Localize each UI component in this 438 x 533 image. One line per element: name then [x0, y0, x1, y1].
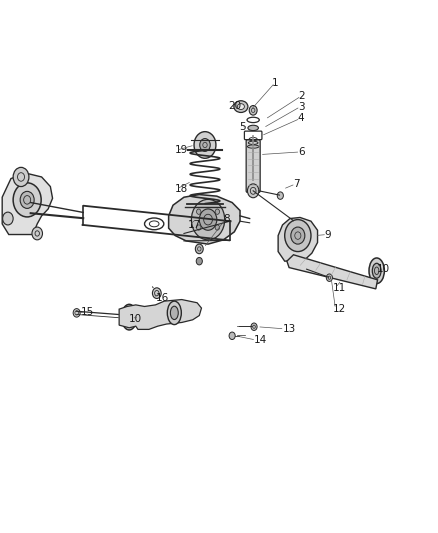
Text: 4: 4	[298, 114, 304, 123]
Circle shape	[291, 227, 305, 244]
Text: 10: 10	[377, 264, 390, 274]
Circle shape	[247, 184, 259, 198]
Text: 14: 14	[254, 335, 267, 345]
Text: 12: 12	[333, 304, 346, 314]
Text: 19: 19	[174, 146, 187, 155]
Text: 3: 3	[298, 102, 304, 111]
Circle shape	[13, 167, 29, 187]
Circle shape	[215, 225, 219, 230]
Circle shape	[249, 106, 257, 115]
Text: 2: 2	[298, 91, 304, 101]
Circle shape	[285, 220, 311, 252]
Circle shape	[191, 199, 225, 240]
Polygon shape	[287, 255, 378, 289]
Ellipse shape	[170, 306, 178, 320]
Text: 17: 17	[187, 220, 201, 230]
Text: 16: 16	[155, 294, 169, 303]
Circle shape	[195, 244, 203, 254]
Circle shape	[196, 257, 202, 265]
Ellipse shape	[234, 101, 248, 112]
Polygon shape	[169, 195, 240, 244]
Text: 10: 10	[129, 314, 142, 324]
Text: 18: 18	[174, 184, 187, 194]
Circle shape	[152, 288, 161, 298]
Ellipse shape	[167, 301, 181, 325]
Circle shape	[229, 332, 235, 340]
Text: 8: 8	[223, 214, 230, 223]
Circle shape	[215, 209, 219, 214]
Ellipse shape	[125, 310, 134, 325]
Ellipse shape	[121, 304, 137, 330]
Ellipse shape	[237, 103, 244, 110]
Polygon shape	[2, 173, 53, 235]
Circle shape	[251, 323, 257, 330]
Circle shape	[194, 132, 216, 158]
Circle shape	[32, 227, 42, 240]
Text: 1: 1	[272, 78, 278, 87]
Circle shape	[326, 274, 332, 281]
Circle shape	[197, 225, 201, 230]
Circle shape	[20, 191, 34, 208]
FancyBboxPatch shape	[246, 140, 260, 192]
Text: 6: 6	[298, 147, 304, 157]
Text: 11: 11	[333, 283, 346, 293]
Text: 9: 9	[324, 230, 331, 239]
Ellipse shape	[372, 263, 381, 278]
Text: 13: 13	[283, 324, 296, 334]
Ellipse shape	[248, 125, 258, 131]
Circle shape	[200, 139, 210, 151]
Circle shape	[197, 209, 201, 214]
Circle shape	[13, 183, 41, 217]
Circle shape	[73, 309, 80, 317]
Text: 7: 7	[293, 179, 300, 189]
Circle shape	[277, 192, 283, 199]
Polygon shape	[119, 300, 201, 329]
Polygon shape	[278, 217, 318, 261]
Ellipse shape	[369, 258, 385, 284]
Circle shape	[199, 209, 217, 230]
Circle shape	[3, 212, 13, 225]
Text: 20: 20	[228, 101, 241, 110]
Text: 15: 15	[81, 307, 94, 317]
Text: 5: 5	[239, 122, 245, 132]
